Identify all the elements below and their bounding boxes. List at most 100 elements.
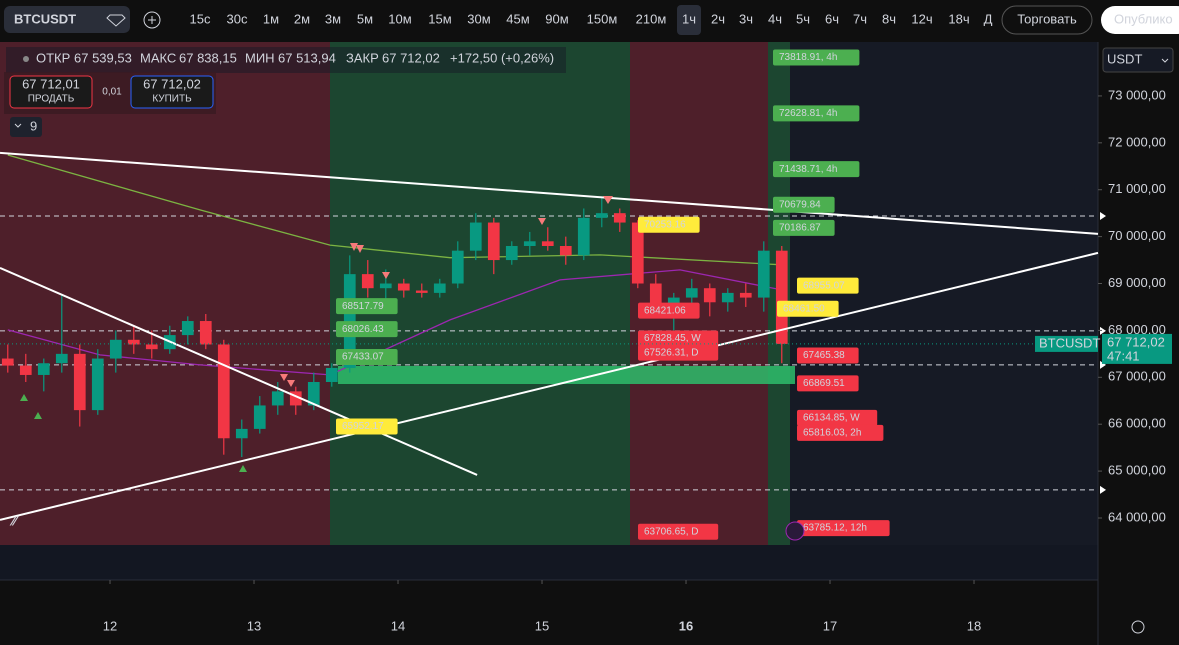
candle-body — [55, 353, 68, 364]
candle-body — [505, 245, 518, 261]
price-label-box — [797, 424, 884, 441]
currency-select[interactable] — [1102, 47, 1174, 73]
add-icon — [148, 16, 156, 24]
last-price: 67 712,02 — [1107, 334, 1165, 349]
y-tick-label: 65 000,00 — [1108, 463, 1166, 478]
interval[interactable]: 45м — [506, 11, 529, 26]
candle-body — [415, 290, 428, 293]
level-arrow — [1100, 360, 1106, 369]
interval[interactable]: 1м — [263, 11, 279, 26]
candle-body — [469, 222, 482, 251]
candle-body — [757, 250, 770, 298]
candle-body — [1, 358, 14, 366]
interval[interactable]: 2ч — [711, 11, 725, 26]
y-tick-label: 70 000,00 — [1108, 228, 1166, 243]
publish-label[interactable]: Опублико — [1114, 11, 1173, 26]
interval[interactable]: 12ч — [911, 11, 932, 26]
price-label-box — [797, 375, 859, 392]
symbol-tag-text: BTCUSDT — [1039, 335, 1100, 350]
last-price-tag — [1102, 333, 1172, 364]
symbol-box[interactable] — [4, 6, 130, 33]
price-label: 68461.50 — [783, 303, 825, 314]
interval[interactable]: 1ч — [682, 11, 696, 26]
interval[interactable]: 8ч — [882, 11, 896, 26]
indicators-count[interactable]: 9 — [30, 118, 37, 133]
candle-body — [559, 245, 572, 256]
indicators-toggle[interactable] — [10, 117, 42, 137]
x-tick-label: 17 — [823, 618, 837, 633]
price-label-box — [797, 409, 878, 426]
interval[interactable]: 15м — [428, 11, 451, 26]
publish-button[interactable] — [1101, 6, 1179, 34]
interval[interactable]: 5м — [357, 11, 373, 26]
y-tick-label: 66 000,00 — [1108, 416, 1166, 431]
green-zone — [330, 42, 630, 545]
price-label-box — [638, 330, 719, 347]
price-label: 70253.16 — [644, 219, 686, 230]
price-label: 66134.85, W — [803, 413, 860, 424]
interval[interactable]: 90м — [545, 11, 568, 26]
interval[interactable]: 210м — [636, 11, 667, 26]
price-label-box — [336, 321, 398, 338]
interval[interactable]: 7ч — [853, 11, 867, 26]
dot — [23, 56, 29, 62]
legend-close: 67 712,02 — [382, 50, 440, 65]
trade-label[interactable]: Торговать — [1017, 11, 1077, 26]
x-tick-label: 14 — [391, 618, 405, 633]
price-label-box — [638, 216, 700, 233]
x-tick-label: 12 — [103, 618, 117, 633]
price-label-box — [638, 344, 719, 361]
interval[interactable]: 30с — [227, 11, 248, 26]
interval[interactable]: 6ч — [825, 11, 839, 26]
interval[interactable]: 3м — [325, 11, 341, 26]
interval[interactable]: 4ч — [768, 11, 782, 26]
sell-label[interactable]: ПРОДАТЬ — [28, 94, 75, 105]
price-label-box — [336, 298, 398, 315]
price-label-box — [797, 520, 890, 537]
buy-price[interactable]: 67 712,02 — [143, 76, 201, 91]
candle-body — [595, 213, 608, 218]
add-icon[interactable] — [143, 11, 161, 29]
candle-body — [523, 241, 536, 246]
interval[interactable]: Д — [984, 11, 993, 26]
interval[interactable]: 30м — [467, 11, 490, 26]
x-tick-label: 18 — [967, 618, 981, 633]
icon[interactable] — [106, 14, 126, 27]
candle-body — [361, 274, 374, 289]
interval[interactable]: 10м — [388, 11, 411, 26]
interval[interactable]: 18ч — [948, 11, 969, 26]
price-label: 71438.71, 4h — [779, 164, 837, 175]
currency[interactable]: USDT — [1107, 51, 1142, 66]
price-label: 68421.06 — [644, 305, 686, 316]
symbol[interactable]: BTCUSDT — [14, 11, 76, 26]
buy-button[interactable] — [130, 75, 214, 109]
trendline — [0, 251, 1099, 521]
interval[interactable]: 2м — [294, 11, 310, 26]
interval[interactable]: 150м — [587, 11, 618, 26]
price-label: 65816.03, 2h — [803, 427, 861, 438]
candle-body — [613, 213, 626, 223]
sell-button[interactable] — [9, 75, 93, 109]
candle-body — [631, 222, 644, 284]
interval[interactable]: 3ч — [739, 11, 753, 26]
spread: 0,01 — [102, 87, 122, 98]
settings-icon[interactable] — [1131, 620, 1145, 634]
trade-button[interactable] — [1001, 5, 1093, 35]
interval[interactable]: 5ч — [796, 11, 810, 26]
price-label: 67828.45, W — [644, 333, 701, 344]
sell-price[interactable]: 67 712,01 — [22, 76, 80, 91]
price-label-box — [336, 418, 398, 435]
buy-label[interactable]: КУПИТЬ — [152, 94, 192, 105]
interval[interactable]: 15с — [190, 11, 211, 26]
candle-body — [397, 283, 410, 291]
candle-body — [487, 222, 500, 261]
price-label: 66869.51 — [803, 378, 845, 389]
event-icon[interactable] — [785, 521, 805, 541]
legend-open-label: ОТКР — [36, 50, 70, 65]
price-label: 68517.79 — [342, 301, 384, 312]
price-label: 67465.38 — [803, 350, 845, 361]
y-tick-label: 69 000,00 — [1108, 275, 1166, 290]
price-label: 68955.07 — [803, 280, 845, 291]
candle-body — [685, 288, 698, 298]
